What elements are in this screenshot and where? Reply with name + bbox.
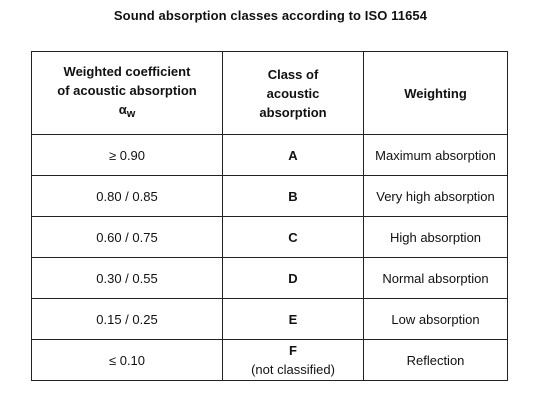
weighting-cell: Normal absorption: [363, 257, 508, 299]
header-class-line1: Class of: [267, 66, 319, 82]
weighting-cell: Low absorption: [363, 298, 508, 340]
class-letter: F: [289, 343, 297, 358]
class-cell: A: [222, 134, 364, 176]
table-row: 0.15 / 0.25 E Low absorption: [31, 298, 508, 340]
header-coefficient-line1: Weighted coefficient: [63, 64, 191, 79]
coefficient-cell: 0.60 / 0.75: [31, 216, 223, 258]
class-note: (not classified): [251, 362, 335, 377]
weighting-cell: Reflection: [363, 339, 508, 381]
class-cell: F (not classified): [222, 339, 364, 381]
class-cell: C: [222, 216, 364, 258]
table-row: ≤ 0.10 F (not classified) Reflection: [31, 339, 508, 381]
header-class: Class of acoustic absorption: [222, 51, 364, 135]
weighting-cell: High absorption: [363, 216, 508, 258]
class-cell: B: [222, 175, 364, 217]
header-coefficient-symbol-line: αw: [36, 100, 218, 124]
table-row: ≥ 0.90 A Maximum absorption: [31, 134, 508, 176]
class-cell: D: [222, 257, 364, 299]
coefficient-cell: ≤ 0.10: [31, 339, 223, 381]
header-coefficient-line2: of acoustic absorption: [57, 83, 197, 98]
absorption-classes-table: Weighted coefficient of acoustic absorpt…: [31, 51, 508, 381]
table-header-row: Weighted coefficient of acoustic absorpt…: [31, 51, 508, 135]
alpha-subscript: w: [126, 108, 136, 120]
table-row: 0.60 / 0.75 C High absorption: [31, 216, 508, 258]
coefficient-cell: 0.80 / 0.85: [31, 175, 223, 217]
weighting-cell: Maximum absorption: [363, 134, 508, 176]
coefficient-cell: ≥ 0.90: [31, 134, 223, 176]
document-title: Sound absorption classes according to IS…: [113, 8, 428, 23]
table-row: 0.80 / 0.85 B Very high absorption: [31, 175, 508, 217]
table-row: 0.30 / 0.55 D Normal absorption: [31, 257, 508, 299]
class-cell: E: [222, 298, 364, 340]
header-coefficient: Weighted coefficient of acoustic absorpt…: [31, 51, 223, 135]
coefficient-cell: 0.30 / 0.55: [31, 257, 223, 299]
alpha-symbol: α: [118, 102, 127, 117]
header-weighting: Weighting: [363, 51, 508, 135]
coefficient-cell: 0.15 / 0.25: [31, 298, 223, 340]
weighting-cell: Very high absorption: [363, 175, 508, 217]
header-class-line3: absorption: [259, 104, 327, 120]
header-class-line2: acoustic: [266, 85, 320, 101]
